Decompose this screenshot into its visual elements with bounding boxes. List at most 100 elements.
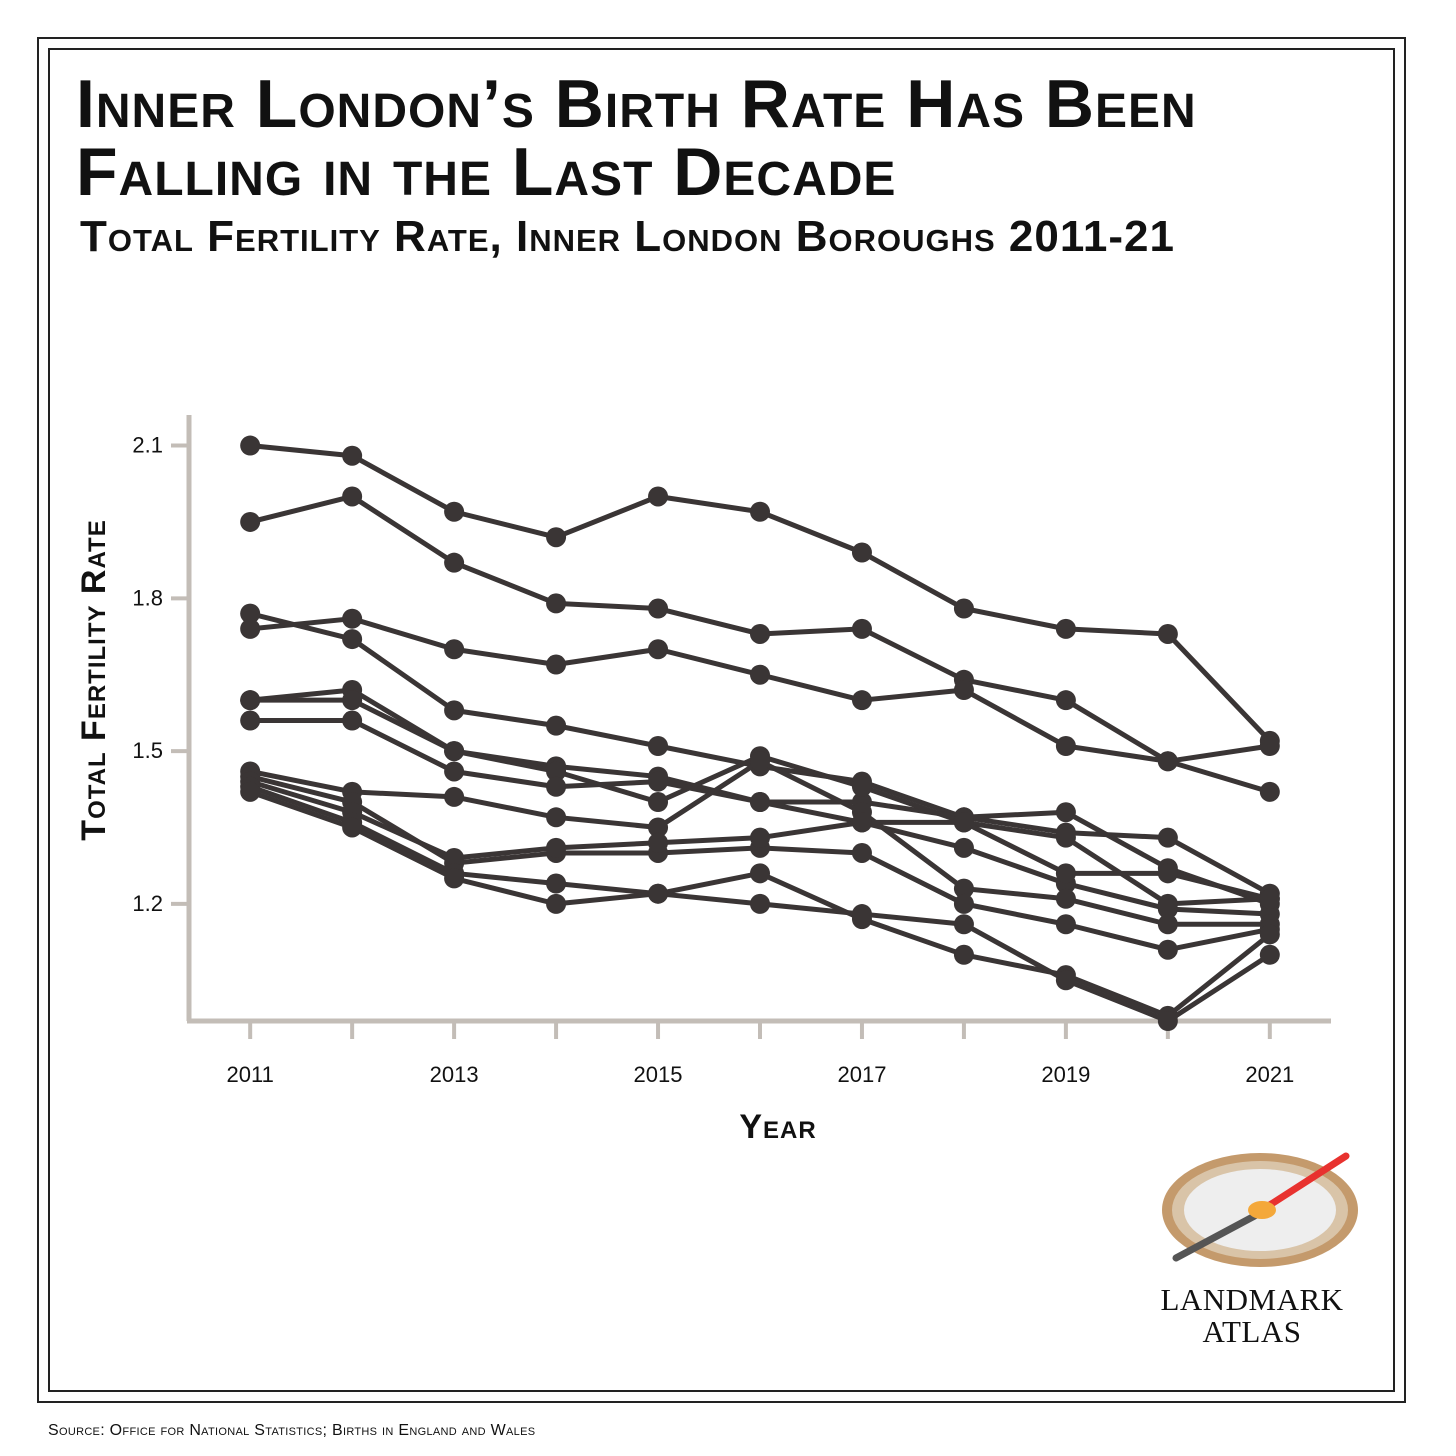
chart-series (240, 435, 1280, 1031)
data-point (444, 552, 465, 573)
data-point (444, 741, 465, 762)
data-point (240, 781, 261, 802)
data-point (1259, 888, 1280, 909)
data-point (1157, 939, 1178, 960)
data-point (240, 435, 261, 456)
data-point (444, 501, 465, 522)
logo-line-2: ATLAS (1203, 1314, 1302, 1349)
data-point (1055, 690, 1076, 711)
data-point (240, 511, 261, 532)
data-point (648, 792, 669, 813)
x-tick-label: 2021 (1245, 1062, 1294, 1087)
chart-ticks: 2011 2013 2015 2017 2019 2021 2.1 1.8 1.5 1.2 (132, 433, 1294, 1087)
data-point (953, 878, 974, 899)
series-line-group (240, 781, 1280, 1031)
data-point (1055, 618, 1076, 639)
data-point (240, 603, 261, 624)
data-point (1055, 827, 1076, 848)
logo: LANDMARK ATLAS (1160, 1152, 1358, 1349)
data-point (546, 593, 567, 614)
data-point (851, 542, 872, 563)
data-point (546, 873, 567, 894)
series-line-group (240, 435, 1280, 751)
data-point (1157, 751, 1178, 772)
data-point (1055, 863, 1076, 884)
data-point (750, 893, 770, 914)
data-point (750, 792, 770, 813)
compass-icon (1162, 1152, 1358, 1267)
data-point (851, 690, 872, 711)
data-point (750, 751, 770, 772)
data-point (1157, 623, 1178, 644)
data-point (953, 679, 974, 700)
data-point (1055, 970, 1076, 991)
data-point (1259, 781, 1280, 802)
chart-title: Inner London’s Birth Rate Has Been Falli… (76, 66, 1197, 210)
data-point (546, 837, 567, 858)
data-point (750, 827, 770, 848)
series-line-group (240, 771, 1280, 909)
data-point (546, 807, 567, 828)
data-point (1157, 827, 1178, 848)
data-point (953, 837, 974, 858)
data-point (444, 639, 465, 660)
data-point (444, 761, 465, 782)
data-point (444, 848, 465, 869)
data-point (953, 914, 974, 935)
data-point (342, 608, 363, 629)
data-point (546, 761, 567, 782)
data-point (342, 690, 363, 711)
data-point (851, 776, 872, 797)
inner-frame (48, 48, 1395, 1392)
data-point (851, 812, 872, 833)
y-tick-label: 1.2 (132, 891, 163, 916)
x-tick-label: 2013 (430, 1062, 479, 1087)
data-point (1055, 888, 1076, 909)
data-point (648, 817, 669, 838)
data-point (953, 944, 974, 965)
data-point (648, 486, 669, 507)
data-point (1259, 944, 1280, 965)
data-point (342, 486, 363, 507)
data-point (342, 629, 363, 650)
data-point (1157, 863, 1178, 884)
outer-frame (37, 37, 1406, 1403)
data-point (342, 710, 363, 731)
x-axis-title: Year (739, 1108, 816, 1146)
series-line (249, 443, 1272, 743)
data-point (648, 771, 669, 792)
data-point (648, 883, 669, 904)
y-tick-label: 2.1 (132, 433, 163, 458)
data-point (648, 639, 669, 660)
data-point (750, 501, 770, 522)
data-point (750, 863, 770, 884)
data-point (851, 618, 872, 639)
data-point (953, 893, 974, 914)
logo-line-1: LANDMARK (1160, 1282, 1343, 1317)
data-point (1259, 736, 1280, 757)
data-point (648, 832, 669, 853)
data-point (750, 623, 770, 644)
data-point (546, 654, 567, 675)
series-line-group (240, 608, 1280, 802)
series-line-group (240, 486, 1280, 772)
data-point (444, 868, 465, 889)
data-point (750, 664, 770, 685)
x-tick-label: 2015 (634, 1062, 683, 1087)
data-point (546, 893, 567, 914)
data-point (444, 700, 465, 721)
data-point (1157, 898, 1178, 919)
data-point (1157, 1011, 1178, 1031)
data-point (648, 598, 669, 619)
chart-subtitle: Total Fertility Rate, Inner London Borou… (80, 212, 1175, 261)
data-point (240, 618, 261, 639)
y-axis-title: Total Fertility Rate (75, 519, 113, 840)
data-point (444, 786, 465, 807)
data-point (546, 715, 567, 736)
data-point (1259, 924, 1280, 945)
data-point (342, 445, 363, 466)
data-point (1055, 914, 1076, 935)
data-point (1157, 914, 1178, 935)
y-tick-label: 1.5 (132, 738, 163, 763)
x-tick-label: 2011 (227, 1062, 274, 1087)
